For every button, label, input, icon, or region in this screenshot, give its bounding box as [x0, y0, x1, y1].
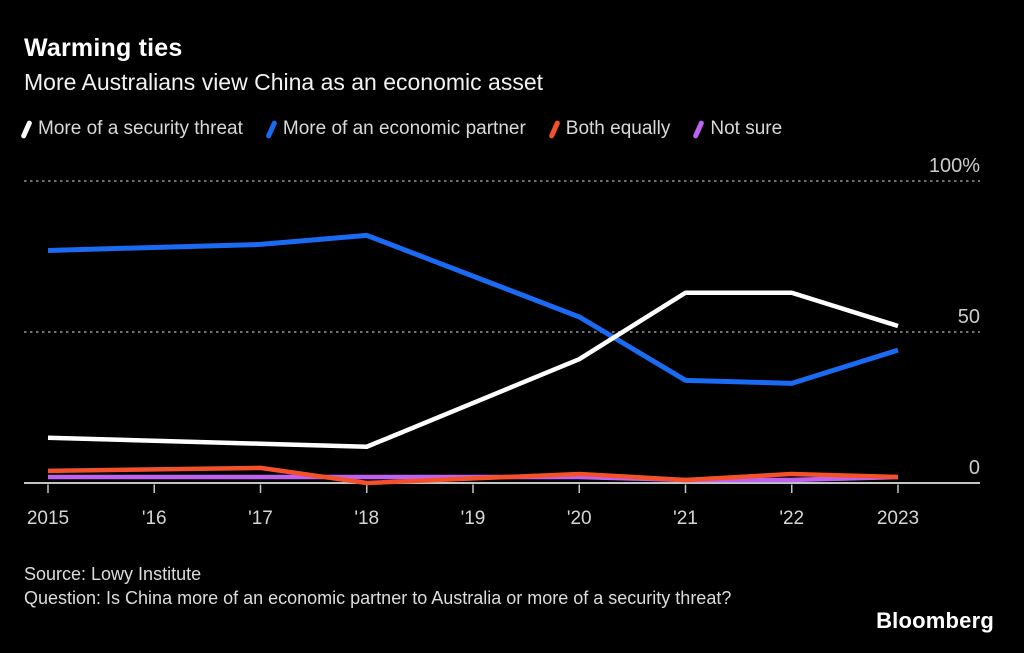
legend-label: More of a security threat [38, 118, 243, 139]
chart-subtitle: More Australians view China as an econom… [24, 69, 544, 95]
legend-item-not-sure: Not sure [692, 118, 783, 140]
legend-item-security-threat: More of a security threat [20, 118, 243, 140]
x-axis-label: 2015 [27, 508, 69, 529]
x-axis-label: '18 [354, 508, 379, 529]
legend-label: Not sure [710, 118, 783, 139]
x-axis-label: '21 [673, 508, 698, 529]
series-line-2 [47, 465, 899, 486]
x-axis-label: '20 [567, 508, 592, 529]
chart-footer: Source: Lowy Institute Question: Is Chin… [24, 562, 824, 610]
chart-title: Warming ties [24, 34, 183, 62]
bloomberg-logo: Bloomberg [876, 608, 994, 633]
source-note: Source: Lowy Institute [24, 564, 202, 584]
x-axis-label: '17 [248, 508, 273, 529]
x-axis-label: '16 [142, 508, 167, 529]
series-line-3 [48, 474, 899, 483]
question-note: Question: Is China more of an economic p… [24, 588, 732, 608]
series-line-0 [47, 290, 899, 450]
legend-item-both-equally: Both equally [548, 118, 671, 140]
x-axis-label: '22 [779, 508, 804, 529]
y-axis-label-100: 100% [929, 155, 980, 177]
x-axis-label: '19 [461, 508, 486, 529]
chart-legend: More of a security threat More of an eco… [20, 118, 783, 140]
y-axis-label-50: 50 [958, 306, 980, 328]
chart-header: Warming ties More Australians view China… [24, 34, 543, 96]
series-line-1 [47, 232, 899, 386]
legend-label: More of an economic partner [282, 118, 526, 139]
legend-label: Both equally [565, 118, 671, 139]
y-axis-label-0: 0 [969, 457, 980, 479]
legend-item-economic-partner: More of an economic partner [265, 118, 526, 140]
x-axis-label: 2023 [877, 508, 919, 529]
